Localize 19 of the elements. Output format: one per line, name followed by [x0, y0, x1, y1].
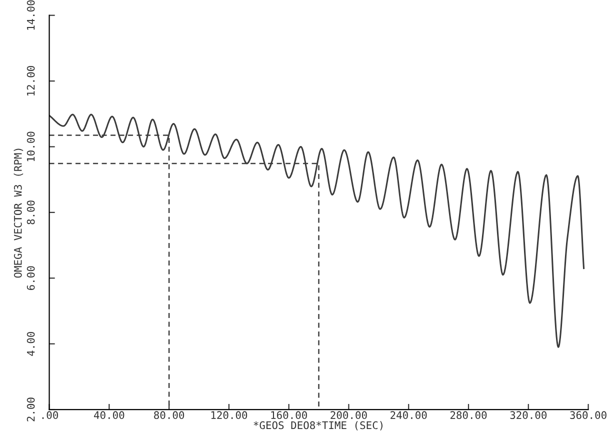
- x-tick-label: .00: [42, 411, 58, 420]
- x-tick-label: 80.00: [154, 411, 184, 420]
- x-tick-label: 40.00: [94, 411, 124, 420]
- x-tick-label: 360.00: [570, 411, 606, 420]
- x-tick-label: 280.00: [450, 411, 487, 420]
- x-tick-label: 240.00: [390, 411, 427, 420]
- y-tick-label: 4.00: [26, 332, 35, 356]
- x-tick-label: 320.00: [510, 411, 547, 420]
- y-tick-label: 14.00: [26, 0, 35, 30]
- y-tick-label: 10.00: [26, 132, 35, 162]
- y-tick-label: 6.00: [26, 266, 35, 290]
- x-tick-label: 160.00: [271, 411, 307, 420]
- x-tick-label: 200.00: [330, 411, 367, 420]
- y-tick-label: 2.00: [26, 398, 35, 422]
- y-axis-title: OMEGA VECTOR W3 (RPM): [14, 148, 24, 278]
- x-tick-label: 120.00: [211, 411, 248, 420]
- y-tick-label: 8.00: [26, 200, 35, 224]
- y-tick-label: 12.00: [26, 66, 35, 96]
- x-axis-title: *GEOS DEO8*TIME (SEC): [254, 421, 382, 430]
